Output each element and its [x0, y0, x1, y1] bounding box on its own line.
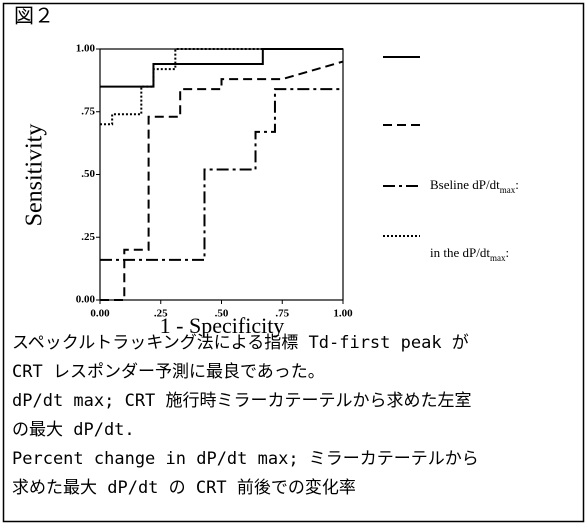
x-tick-label: 0.00 [90, 308, 110, 320]
x-tick-label: 1.00 [333, 308, 353, 320]
caption-line: スペックルトラッキング法による指標 Td-first peak が [12, 333, 469, 353]
legend-label: Bseline dP/dtmax: [430, 177, 519, 195]
x-tick-label: .75 [275, 308, 289, 320]
roc-curve [100, 48, 343, 126]
y-tick-label: .75 [81, 105, 95, 117]
roc-curve [100, 48, 343, 88]
legend-subscript: max [500, 185, 516, 195]
legend-text-part: Bseline dP/dt [430, 177, 500, 192]
y-axis-label: Sensitivity [22, 124, 48, 227]
caption-line: dP/dt max; CRT 施行時ミラーカテーテルから求めた左室 [12, 391, 472, 411]
legend-text-part: : [505, 245, 509, 260]
legend-detail: in the dP/dtmax: [430, 245, 509, 263]
legend-text-part: : [515, 177, 519, 192]
x-tick-label: .50 [215, 308, 229, 320]
caption-line: 求めた最大 dP/dt の CRT 前後での変化率 [12, 478, 356, 498]
y-tick-label: 1.00 [76, 43, 96, 55]
x-tick-label: .25 [154, 308, 168, 320]
y-tick-label: .25 [81, 231, 95, 243]
legend-subscript: max [490, 253, 506, 263]
x-axis-label: 1 - Specificity [160, 313, 285, 338]
roc-curve [100, 60, 344, 301]
y-tick-label: .50 [81, 168, 95, 180]
caption-line: の最大 dP/dt. [12, 420, 135, 440]
roc-curve [100, 88, 343, 261]
caption-line: CRT レスポンダー予測に最良であった。 [12, 362, 325, 382]
caption-line: Percent change in dP/dt max; ミラーカテーテルから [12, 449, 479, 469]
legend-text-part: in the dP/dt [430, 245, 490, 260]
y-tick-label: 0.00 [76, 294, 96, 306]
figure-label: 図２ [14, 6, 54, 28]
